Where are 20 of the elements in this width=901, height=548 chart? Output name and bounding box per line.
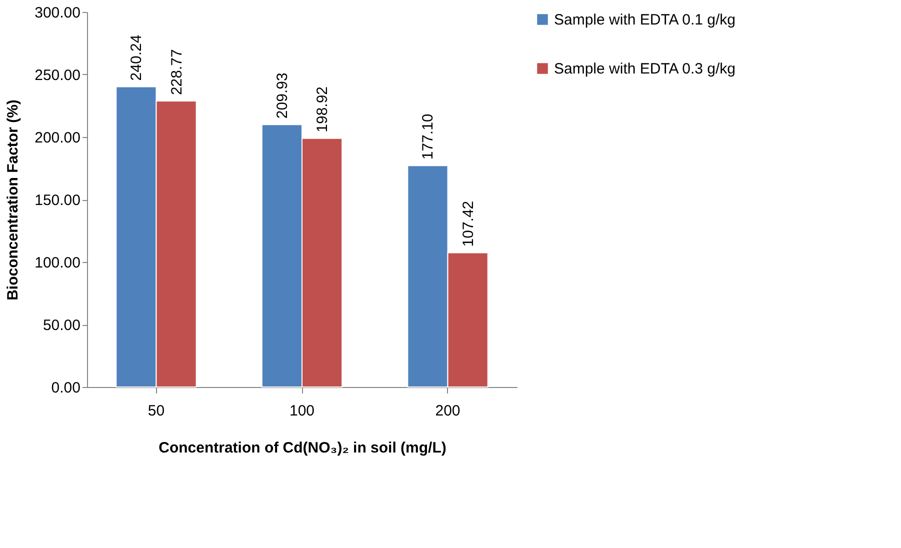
y-tick-label: 200.00 [34, 130, 80, 146]
data-label: 177.10 [420, 114, 437, 160]
x-tick-label: 50 [148, 402, 165, 420]
y-tick-label: 300.00 [34, 4, 80, 22]
y-tick-label: 50.00 [42, 317, 80, 334]
x-tick-label: 200 [435, 402, 460, 420]
y-tick-label: 150.00 [34, 192, 80, 209]
x-tick-label: 100 [289, 402, 315, 420]
y-tick-label: 250.00 [34, 67, 80, 84]
y-axis-title: Bioconcentration Factor (%) [4, 100, 22, 300]
y-tick-label: 100.00 [34, 254, 80, 272]
legend-label: Sample with EDTA 0.3 g/kg [554, 60, 736, 78]
data-label: 209.93 [274, 72, 291, 119]
data-label: 228.77 [168, 49, 186, 96]
data-label: 198.92 [314, 86, 332, 132]
x-axis-title: Concentration of Cd(NO₃)₂ in soil (mg/L) [158, 440, 446, 456]
y-tick-label: 0.00 [51, 380, 80, 396]
data-label: 107.42 [460, 200, 477, 247]
data-label: 240.24 [128, 34, 146, 81]
legend-label: Sample with EDTA 0.1 g/kg [554, 12, 736, 28]
